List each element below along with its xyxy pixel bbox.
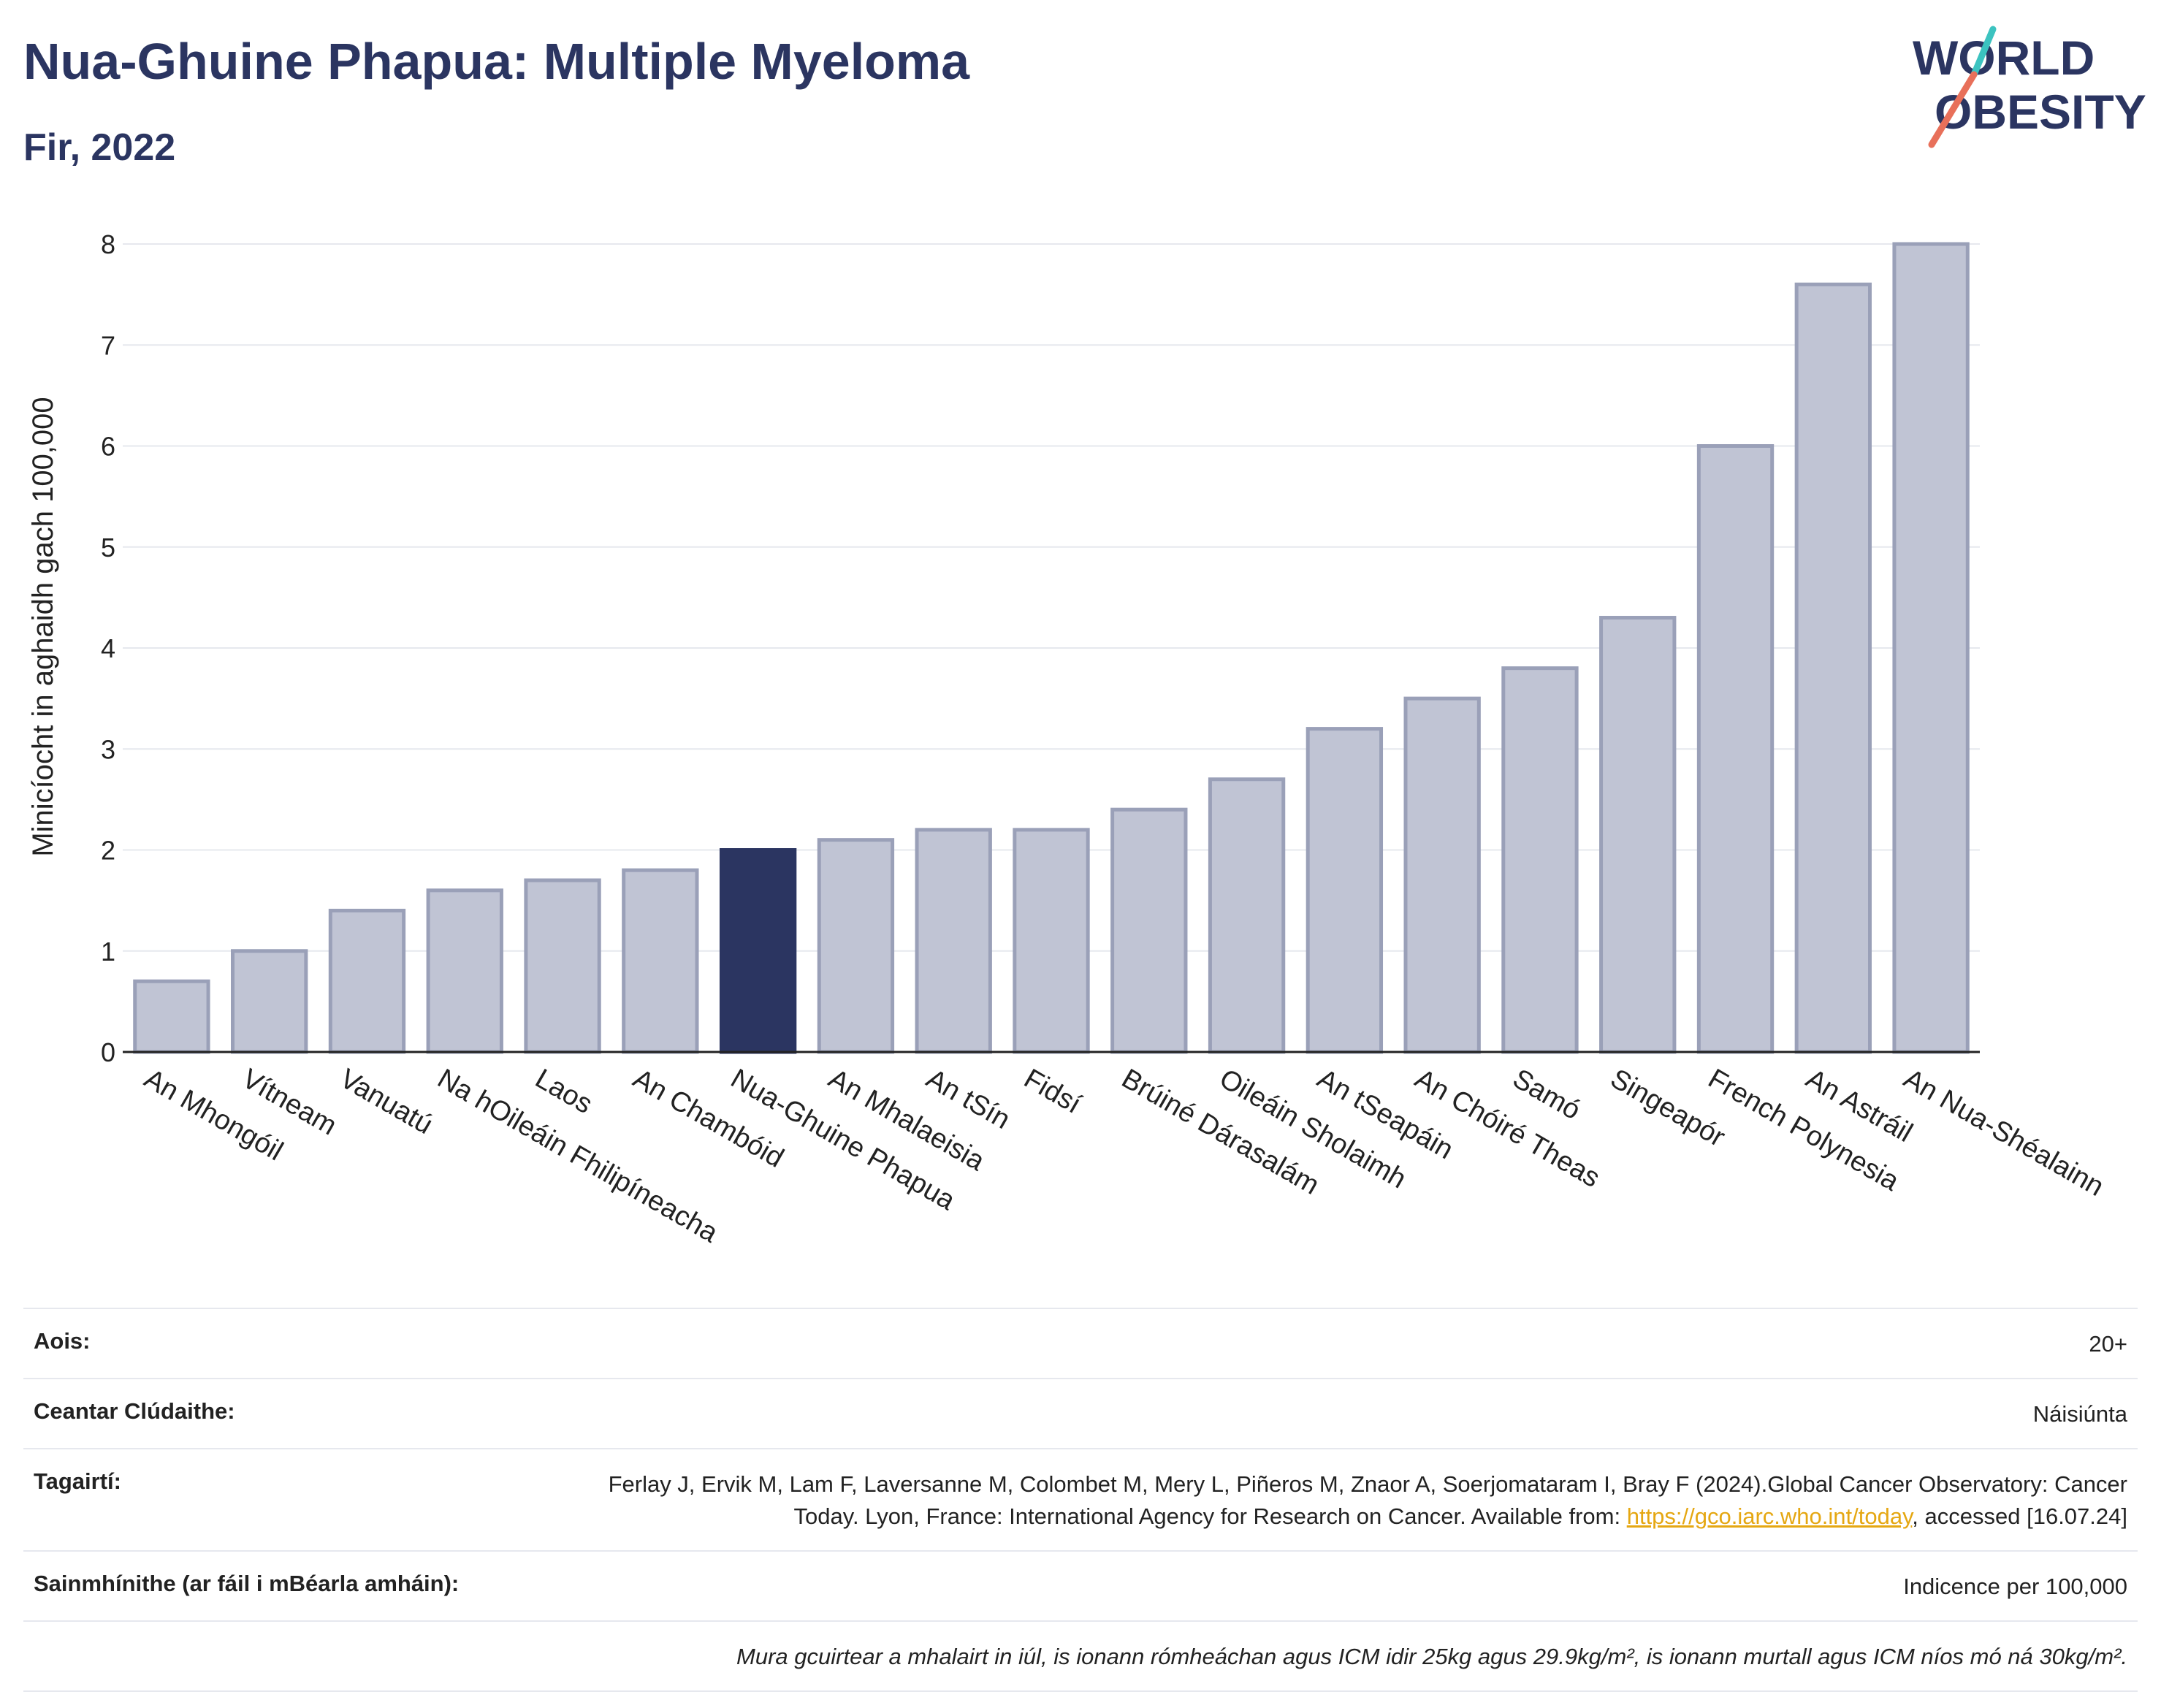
ref-link[interactable]: https://gco.iarc.who.int/today xyxy=(1626,1503,1913,1529)
meta-area-label: Ceantar Clúdaithe: xyxy=(34,1398,235,1424)
bar xyxy=(915,828,992,1054)
meta-note: Mura gcuirtear a mhalairt in iúl, is ion… xyxy=(736,1644,2127,1669)
bar xyxy=(1208,777,1286,1054)
bar xyxy=(817,838,895,1054)
meta-row-definitions: Sainmhínithe (ar fáil i mBéarla amháin):… xyxy=(23,1552,2138,1622)
bar xyxy=(1501,666,1579,1054)
bar xyxy=(524,878,601,1054)
bar xyxy=(231,949,308,1054)
y-tick-label: 4 xyxy=(101,633,115,663)
x-tick-label: Samó xyxy=(1507,1063,1585,1126)
meta-row-age: Aois: 20+ xyxy=(23,1309,2138,1379)
meta-row-references: Tagairtí: Ferlay J, Ervik M, Lam F, Lave… xyxy=(23,1449,2138,1552)
y-tick-label: 8 xyxy=(101,229,115,259)
bar xyxy=(719,848,797,1054)
x-tick-label: Fidsí xyxy=(1019,1063,1087,1120)
logo-slash-teal xyxy=(1970,26,1997,78)
meta-def-value: Indicence per 100,000 xyxy=(1903,1574,2127,1599)
bar xyxy=(1599,616,1677,1054)
world-obesity-logo: WORLD OBESITY xyxy=(1913,26,2146,148)
y-tick-label: 3 xyxy=(101,734,115,764)
bar xyxy=(328,908,406,1054)
ref-text-part1: Ferlay J, Ervik M, Lam F, Laversanne M, … xyxy=(608,1471,2127,1529)
bar xyxy=(1794,282,1872,1054)
meta-age-label: Aois: xyxy=(34,1328,91,1354)
meta-def-label: Sainmhínithe (ar fáil i mBéarla amháin): xyxy=(34,1571,460,1596)
ref-text-part2: , accessed [16.07.24] xyxy=(1912,1503,2127,1529)
x-tick-label: An Nua-Shéalainn xyxy=(1899,1063,2109,1202)
meta-age-value: 20+ xyxy=(2089,1331,2127,1357)
y-tick-label: 2 xyxy=(101,836,115,866)
logo-line1: WORLD xyxy=(1913,31,2095,85)
y-axis-label: Minicíocht in aghaidh gach 100,000 xyxy=(27,397,59,856)
y-tick-label: 6 xyxy=(101,432,115,462)
bar xyxy=(1013,828,1090,1054)
metadata-table: Aois: 20+ Ceantar Clúdaithe: Náisiúnta T… xyxy=(23,1308,2138,1692)
y-tick-label: 1 xyxy=(101,937,115,967)
meta-area-value: Náisiúnta xyxy=(2032,1401,2127,1427)
x-tick-label: Laos xyxy=(530,1063,598,1120)
page-subtitle: Fir, 2022 xyxy=(23,126,176,169)
bar xyxy=(426,888,503,1054)
bar xyxy=(1892,242,1970,1054)
meta-row-area: Ceantar Clúdaithe: Náisiúnta xyxy=(23,1379,2138,1449)
logo-slash-coral xyxy=(1928,71,1978,148)
bars xyxy=(133,242,1970,1054)
bar xyxy=(1403,696,1481,1054)
meta-ref-label: Tagairtí: xyxy=(34,1468,121,1494)
y-tick-labels: 0 1 2 3 4 5 6 7 8 xyxy=(101,229,115,1067)
meta-row-note: Mura gcuirtear a mhalairt in iúl, is ion… xyxy=(23,1622,2138,1692)
meta-ref-value: Ferlay J, Ervik M, Lam F, Laversanne M, … xyxy=(593,1468,2127,1533)
page-title: Nua-Ghuine Phapua: Multiple Myeloma xyxy=(23,33,970,90)
bar xyxy=(1696,444,1775,1054)
x-tick-label: Vanuatú xyxy=(335,1063,438,1140)
y-tick-label: 5 xyxy=(101,533,115,563)
bar xyxy=(622,868,699,1054)
y-tick-label: 7 xyxy=(101,330,115,360)
bar xyxy=(1306,727,1384,1054)
bar xyxy=(133,979,210,1054)
y-tick-label: 0 xyxy=(101,1037,115,1067)
logo-line2: OBESITY xyxy=(1935,85,2146,139)
bar xyxy=(1110,807,1188,1054)
